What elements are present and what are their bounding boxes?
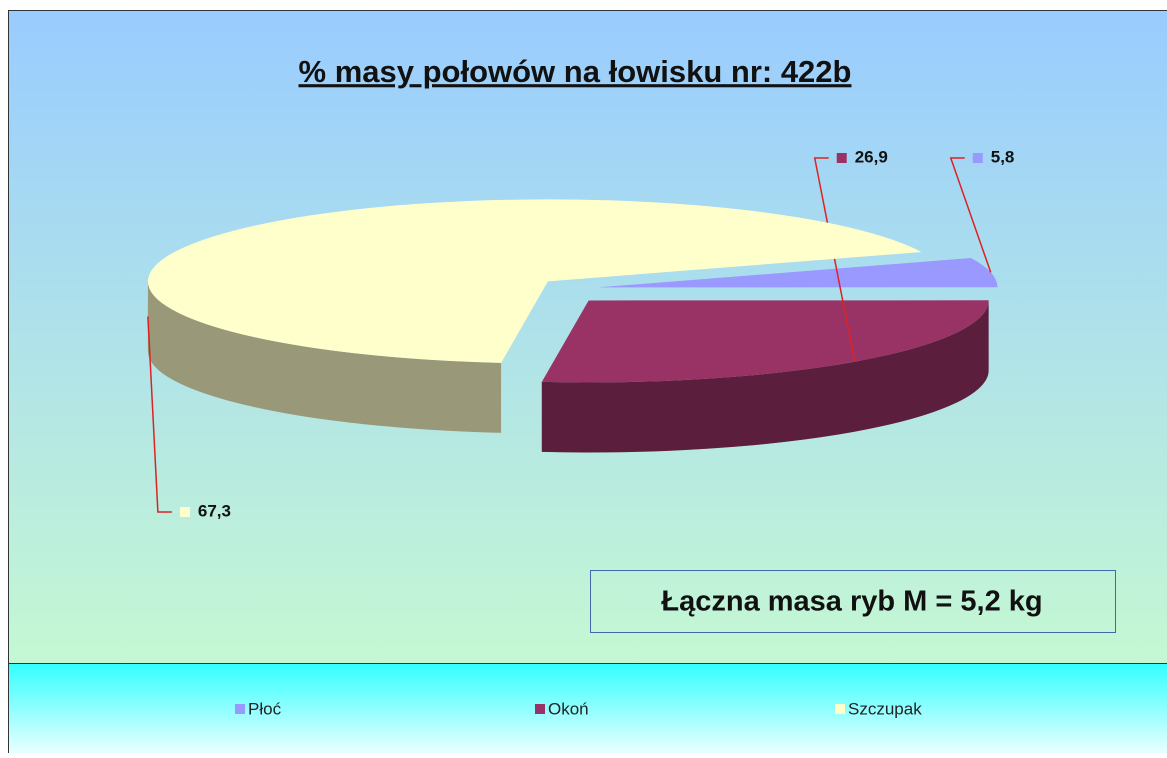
label-key	[180, 507, 190, 517]
value-label: 26,9	[855, 147, 888, 166]
chart-title: % masy połowów na łowisku nr: 422b	[299, 54, 852, 89]
label-key	[837, 153, 847, 163]
label-key	[973, 153, 983, 163]
legend-label: Szczupak	[848, 699, 922, 718]
annotation: Łączna masa ryb M = 5,2 kg	[661, 586, 1042, 618]
legend-swatch	[235, 704, 245, 714]
legend-swatch	[835, 704, 845, 714]
legend-swatch	[535, 704, 545, 714]
value-label: 5,8	[991, 147, 1015, 166]
legend-label: Okoń	[548, 699, 589, 718]
legend-label: Płoć	[248, 699, 282, 718]
value-label: 67,3	[198, 501, 231, 520]
